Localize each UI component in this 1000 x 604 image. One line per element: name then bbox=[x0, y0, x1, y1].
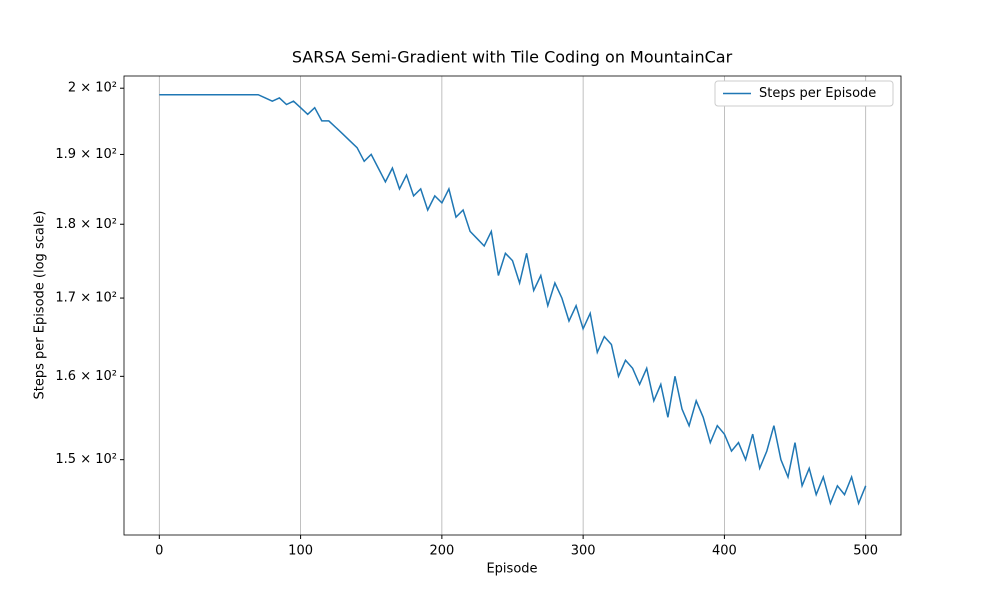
y-axis-label: Steps per Episode (log scale) bbox=[33, 210, 48, 399]
y-tick-label: 1.6 × 10² bbox=[55, 369, 117, 384]
y-tick-label: 1.9 × 10² bbox=[55, 147, 117, 162]
legend-box bbox=[714, 80, 894, 107]
x-axis-label: Episode bbox=[486, 562, 537, 577]
y-tick-label: 1.5 × 10² bbox=[55, 452, 117, 467]
y-tick-label: 2 × 10² bbox=[68, 81, 117, 96]
legend-label: Steps per Episode bbox=[759, 86, 876, 101]
y-tick-label: 1.7 × 10² bbox=[55, 291, 117, 306]
x-tick-label: 0 bbox=[155, 544, 163, 559]
x-tick-label: 400 bbox=[712, 544, 737, 559]
x-tick-label: 500 bbox=[853, 544, 878, 559]
x-tick-label: 300 bbox=[571, 544, 596, 559]
chart-title: SARSA Semi-Gradient with Tile Coding on … bbox=[292, 48, 733, 67]
y-tick-label: 1.8 × 10² bbox=[55, 217, 117, 232]
x-tick-label: 200 bbox=[429, 544, 454, 559]
data-line bbox=[159, 93, 867, 506]
plot-frame bbox=[123, 75, 902, 536]
x-tick-label: 100 bbox=[288, 544, 313, 559]
